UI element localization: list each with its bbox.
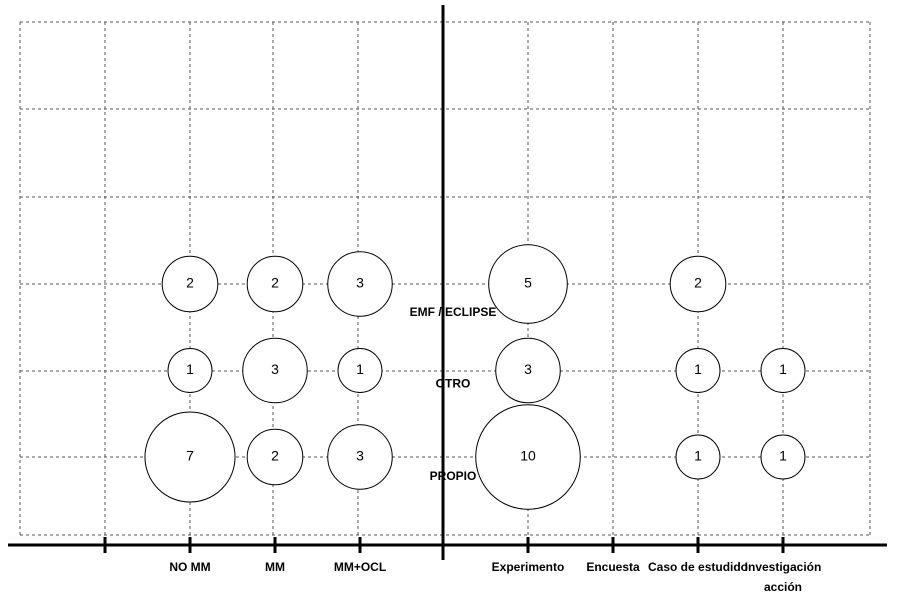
bubble-label: 1 bbox=[694, 448, 702, 464]
bubble bbox=[488, 244, 568, 324]
bubble-label: 7 bbox=[186, 448, 194, 464]
bubble-label: 2 bbox=[694, 275, 702, 291]
row-label: EMF / ECLIPSE bbox=[410, 305, 497, 319]
bubble-label: 1 bbox=[694, 361, 702, 377]
bubble bbox=[675, 348, 721, 393]
bubble bbox=[144, 411, 236, 503]
x-tick-label: MM+OCL bbox=[333, 560, 387, 574]
x-tick-label: NO MM bbox=[169, 560, 211, 574]
bubble bbox=[760, 348, 806, 393]
bubble-label: 2 bbox=[186, 275, 194, 291]
row-label: PROPIO bbox=[430, 469, 477, 483]
bubble-label: 1 bbox=[356, 361, 364, 377]
bubble bbox=[337, 348, 383, 393]
x-tick-label: Investigación acción bbox=[744, 560, 822, 594]
x-tick-label: MM bbox=[265, 560, 285, 574]
bubble-label: 5 bbox=[524, 275, 532, 291]
bubble bbox=[669, 255, 727, 313]
bubble bbox=[242, 337, 308, 404]
row-label: OTRO bbox=[436, 377, 471, 391]
bubble-label: 3 bbox=[356, 275, 364, 291]
bubble bbox=[327, 251, 393, 317]
x-tick-label: Encuesta bbox=[586, 560, 640, 574]
bubble bbox=[327, 424, 393, 490]
bubble bbox=[246, 255, 304, 313]
x-tick-label: Caso de estudido bbox=[648, 560, 749, 574]
bubble-label: 3 bbox=[524, 361, 532, 377]
bubble bbox=[246, 428, 304, 486]
bubble-label: 10 bbox=[520, 448, 536, 464]
bubble bbox=[495, 337, 561, 404]
bubble-label: 3 bbox=[271, 361, 279, 377]
bubble bbox=[675, 434, 721, 480]
bubble bbox=[760, 434, 806, 480]
bubble bbox=[475, 404, 581, 510]
bubble-label: 1 bbox=[779, 448, 787, 464]
bubble bbox=[167, 348, 213, 393]
bubble-label: 1 bbox=[779, 361, 787, 377]
bubble-label: 3 bbox=[356, 448, 364, 464]
bubble bbox=[161, 255, 219, 313]
x-tick-label: Experimento bbox=[491, 560, 565, 574]
bubble-label: 2 bbox=[271, 448, 279, 464]
bubble-label: 1 bbox=[186, 361, 194, 377]
bubble-label: 2 bbox=[271, 275, 279, 291]
